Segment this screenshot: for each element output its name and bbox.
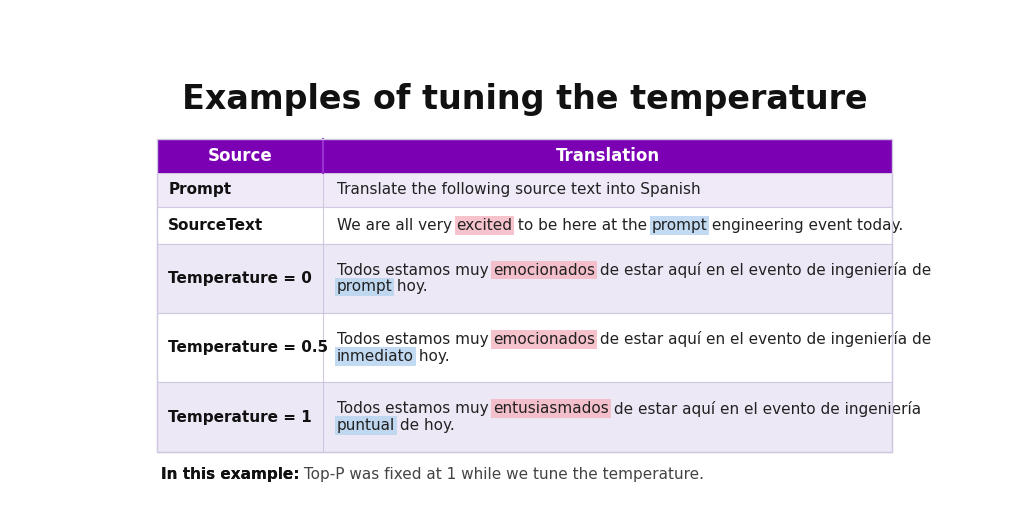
Text: Temperature = 0: Temperature = 0 bbox=[168, 271, 312, 286]
Text: de hoy.: de hoy. bbox=[395, 418, 455, 433]
Text: hoy.: hoy. bbox=[414, 349, 450, 364]
Text: Temperature = 0.5: Temperature = 0.5 bbox=[168, 340, 329, 355]
Text: de estar aquí en el evento de ingeniería: de estar aquí en el evento de ingeniería bbox=[609, 400, 921, 416]
Text: prompt: prompt bbox=[337, 280, 392, 295]
Text: engineering event today.: engineering event today. bbox=[708, 218, 903, 233]
Text: Translation: Translation bbox=[555, 147, 659, 165]
Text: Prompt: Prompt bbox=[168, 182, 231, 197]
Text: de estar aquí en el evento de ingeniería de: de estar aquí en el evento de ingeniería… bbox=[595, 262, 932, 278]
Text: We are all very: We are all very bbox=[337, 218, 457, 233]
Bar bbox=[158, 313, 892, 382]
Text: prompt: prompt bbox=[651, 218, 708, 233]
Text: Todos estamos muy: Todos estamos muy bbox=[337, 401, 494, 416]
Text: SourceText: SourceText bbox=[168, 218, 263, 233]
Text: puntual: puntual bbox=[337, 418, 395, 433]
Text: emocionados: emocionados bbox=[494, 332, 595, 347]
Text: Source: Source bbox=[208, 147, 272, 165]
Bar bbox=[158, 207, 892, 244]
Text: to be here at the: to be here at the bbox=[513, 218, 651, 233]
Text: excited: excited bbox=[457, 218, 513, 233]
Text: inmediato: inmediato bbox=[337, 349, 414, 364]
Text: Todos estamos muy: Todos estamos muy bbox=[337, 263, 494, 278]
Text: Todos estamos muy: Todos estamos muy bbox=[337, 332, 494, 347]
Text: In this example:: In this example: bbox=[161, 467, 299, 482]
Text: de estar aquí en el evento de ingeniería de: de estar aquí en el evento de ingeniería… bbox=[595, 332, 932, 348]
Text: Examples of tuning the temperature: Examples of tuning the temperature bbox=[182, 82, 867, 116]
Bar bbox=[158, 244, 892, 313]
Text: entusiasmados: entusiasmados bbox=[494, 401, 609, 416]
Bar bbox=[158, 139, 892, 452]
Bar bbox=[158, 173, 892, 207]
Bar bbox=[158, 139, 892, 173]
Text: emocionados: emocionados bbox=[494, 263, 595, 278]
Text: hoy.: hoy. bbox=[392, 280, 428, 295]
Text: Temperature = 1: Temperature = 1 bbox=[168, 410, 312, 425]
Text: In this example:: In this example: bbox=[161, 467, 299, 482]
Bar bbox=[158, 382, 892, 452]
Text: Top-P was fixed at 1 while we tune the temperature.: Top-P was fixed at 1 while we tune the t… bbox=[299, 467, 705, 482]
Text: Translate the following source text into Spanish: Translate the following source text into… bbox=[337, 182, 700, 197]
